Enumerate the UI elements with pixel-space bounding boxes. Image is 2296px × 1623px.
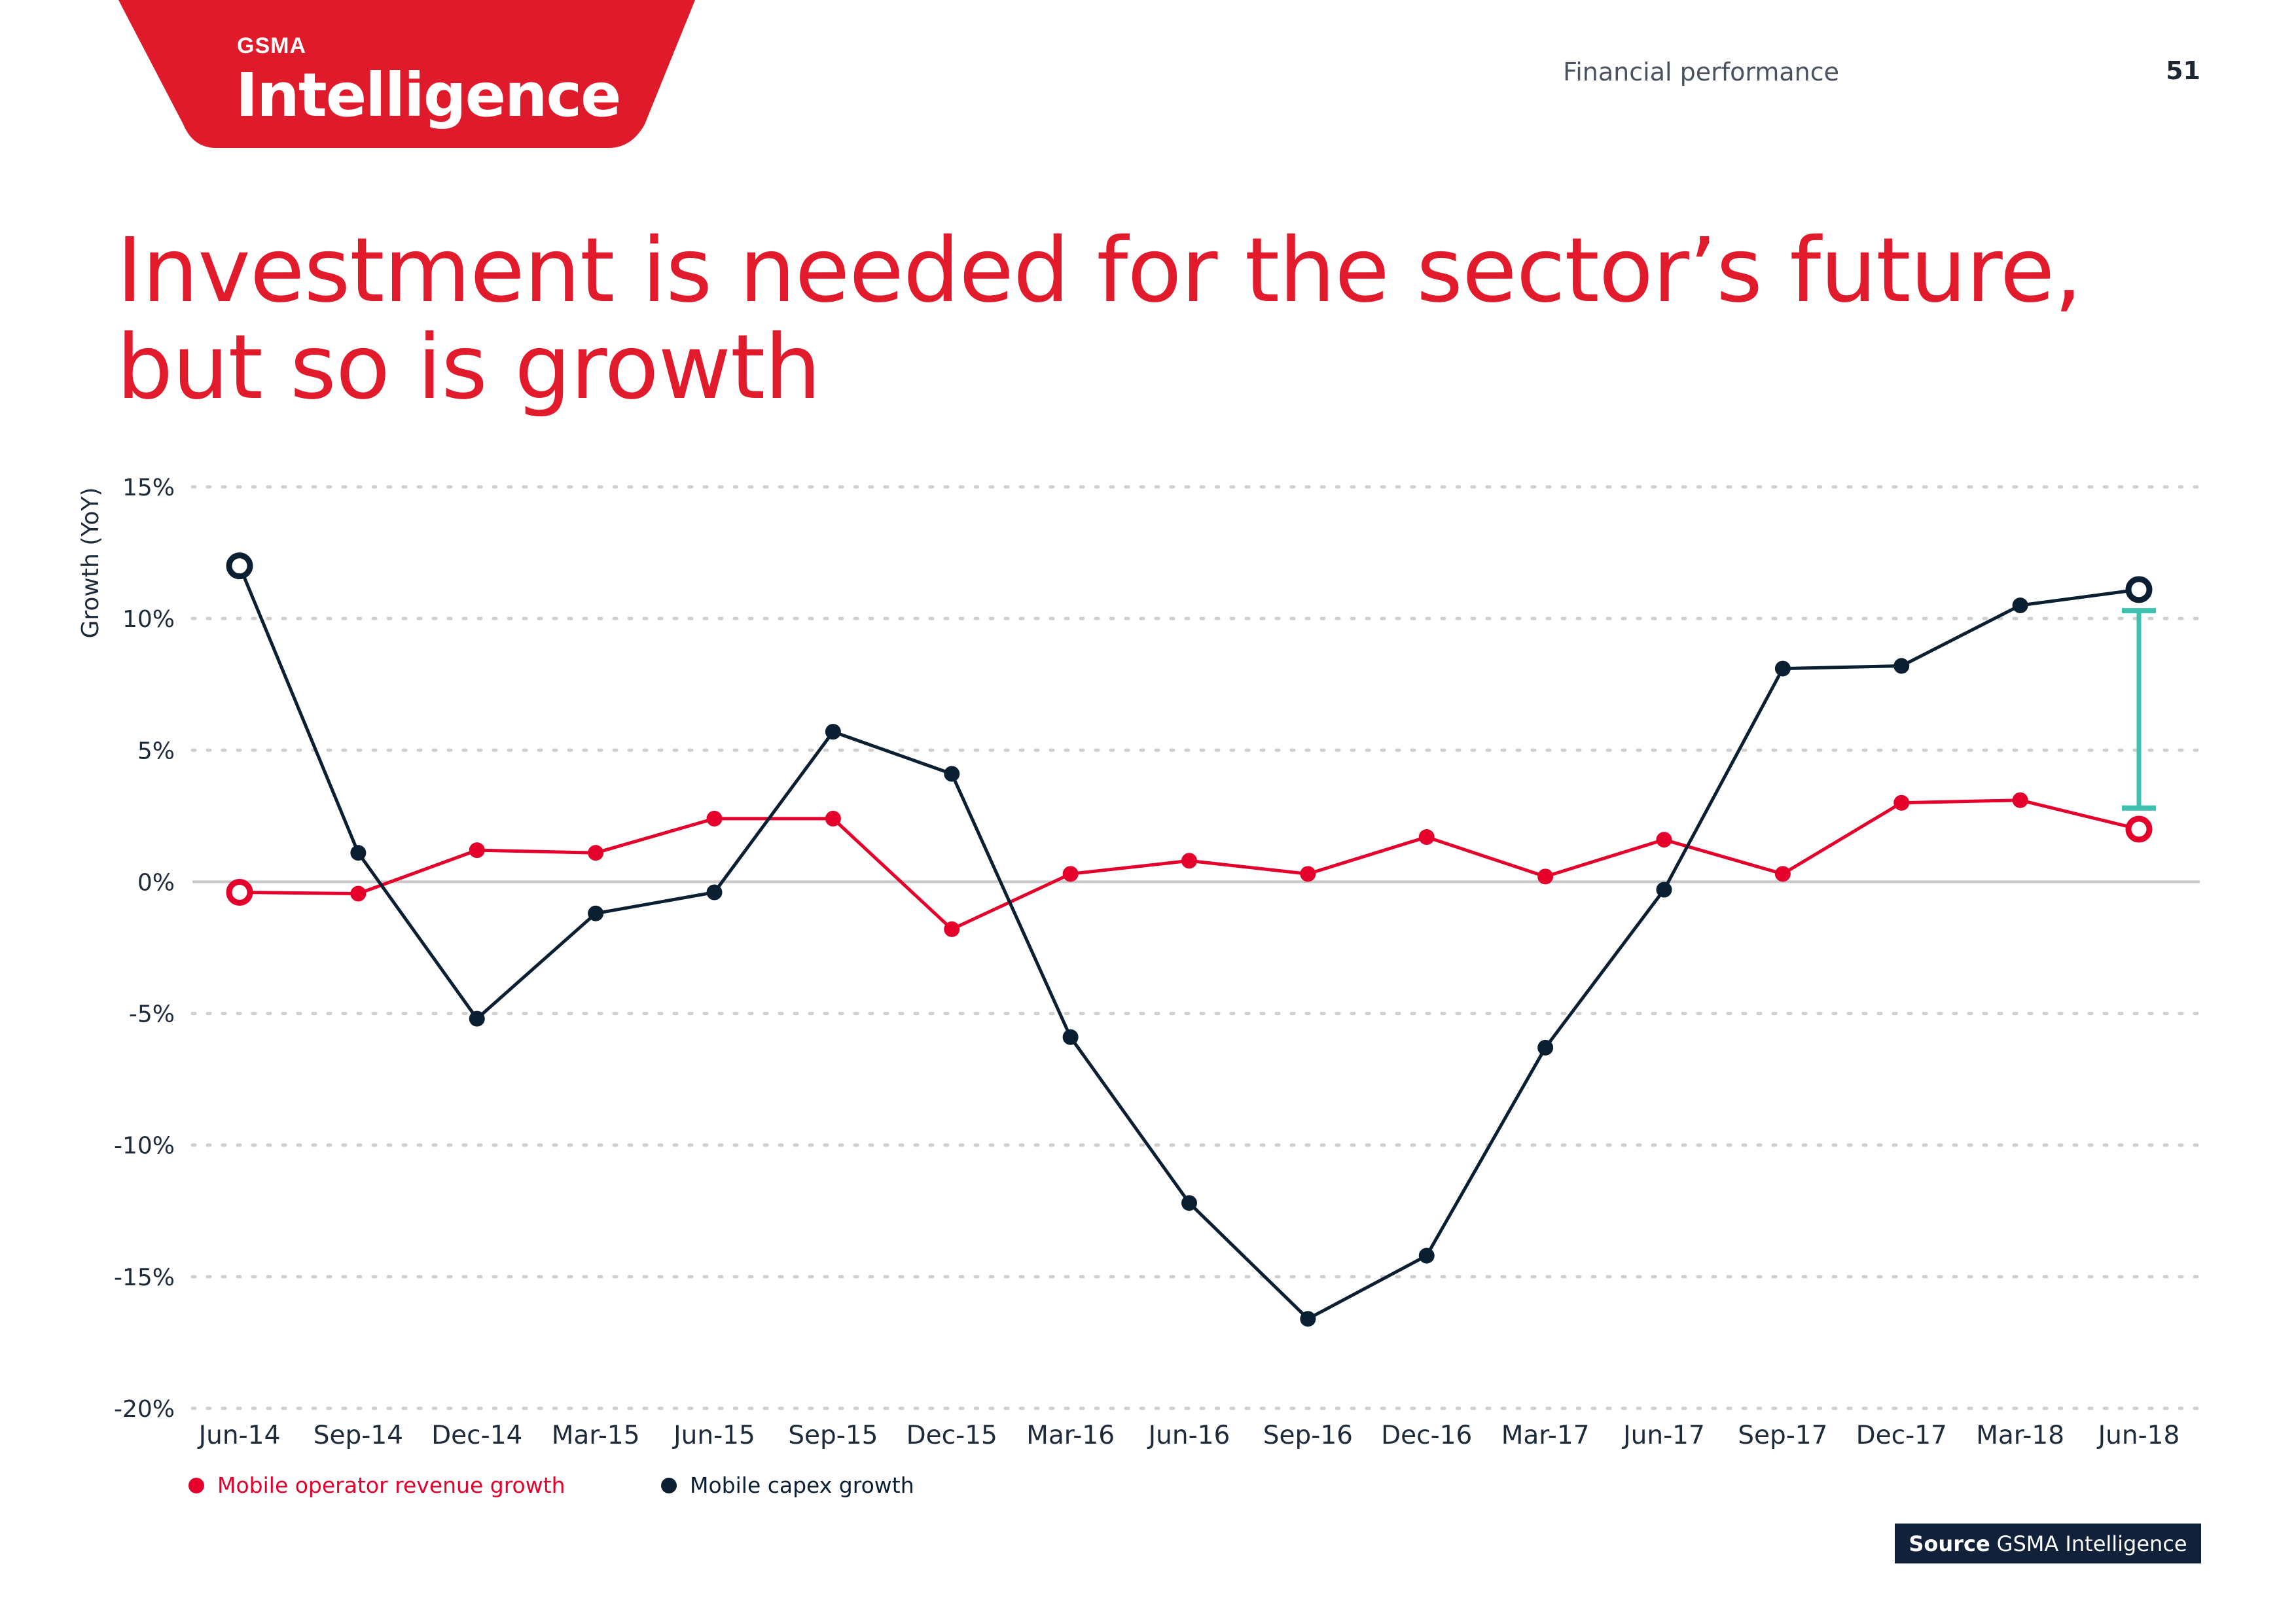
endpoint-marker [2125,576,2153,603]
logo-gsma-text: GSMA [237,33,306,58]
data-point [350,885,367,902]
series-capex [226,552,2153,1327]
data-point [588,905,604,921]
source-text: GSMA Intelligence [1996,1531,2187,1556]
data-point [1537,1039,1554,1056]
x-tick-label: Jun-18 [2096,1421,2180,1450]
legend-item-capex: Mobile capex growth [661,1472,914,1499]
data-point [1062,1029,1079,1045]
section-name: Financial performance [1563,58,1839,86]
source-box: Source GSMA Intelligence [1895,1524,2201,1563]
y-tick-labels: -20% -15% -10% -5% 0% 5% 10% 15% [114,474,175,1423]
x-tick-label: Sep-17 [1738,1421,1827,1450]
title-line-2: but so is growth [117,316,821,419]
legend-dot-capex [661,1478,677,1493]
gsma-logo-banner [118,0,695,148]
x-tick-label: Mar-18 [1976,1421,2064,1450]
endpoint-marker [226,879,253,906]
x-tick-label: Jun-15 [672,1421,755,1450]
y-tick-label: -5% [129,1001,175,1028]
legend-item-revenue: Mobile operator revenue growth [188,1472,565,1499]
x-tick-label: Jun-14 [197,1421,281,1450]
data-point [2012,792,2028,808]
y-axis-title: Growth (YoY) [77,487,104,638]
page-number: 51 [2166,56,2200,85]
x-tick-label: Dec-17 [1856,1421,1947,1450]
x-tick-label: Dec-14 [431,1421,522,1450]
data-point [1537,868,1554,885]
x-tick-label: Jun-17 [1621,1421,1705,1450]
x-tick-label: Dec-15 [906,1421,997,1450]
data-point [825,724,841,740]
data-point [1656,832,1672,848]
data-point [469,1010,485,1027]
data-point [2012,597,2028,614]
data-point [944,921,960,937]
data-point [1062,866,1079,882]
endpoint-marker [2125,815,2153,843]
y-tick-label: 10% [122,606,175,633]
data-point [1300,866,1316,882]
x-tick-label: Jun-16 [1147,1421,1230,1450]
x-tick-label: Sep-14 [314,1421,403,1450]
x-tick-label: Dec-16 [1381,1421,1472,1450]
legend-label-capex: Mobile capex growth [690,1472,914,1498]
x-tick-label: Mar-15 [552,1421,640,1450]
legend-label-revenue: Mobile operator revenue growth [217,1472,565,1498]
data-point [825,810,841,827]
data-point [944,766,960,782]
grid-lines [190,485,2202,1410]
y-tick-label: 5% [137,738,175,764]
data-point [1893,658,1910,674]
y-tick-label: -15% [114,1264,175,1291]
x-tick-label: Sep-16 [1263,1421,1353,1450]
data-point [588,845,604,861]
y-tick-label: -20% [114,1396,175,1423]
y-tick-label: -10% [114,1133,175,1160]
logo-intelligence-text: Intelligence [236,60,621,130]
x-tick-labels: Jun-14 Sep-14 Dec-14 Mar-15 Jun-15 Sep-15 Dec-… [197,1421,2180,1450]
y-tick-label: 15% [122,474,175,501]
data-point [1656,882,1672,898]
data-point [706,884,723,901]
data-point [1774,660,1791,677]
data-point [1181,853,1197,869]
data-point [1774,866,1791,882]
data-point [1181,1195,1197,1211]
legend-dot-revenue [188,1478,204,1493]
data-point [1893,794,1910,811]
gap-annotation [2122,608,2156,811]
data-point [469,842,485,859]
endpoint-marker [226,552,253,580]
source-label: Source [1909,1531,1990,1556]
x-tick-label: Mar-16 [1026,1421,1115,1450]
y-tick-label: 0% [137,869,175,896]
data-point [1300,1311,1316,1327]
series-revenue [226,792,2153,937]
data-point [706,810,723,827]
data-point [350,845,367,861]
x-tick-label: Mar-17 [1501,1421,1590,1450]
data-point [1418,1247,1435,1264]
page-title: Investment is needed for the sector’s fu… [117,223,2083,419]
x-tick-label: Sep-15 [788,1421,878,1450]
data-point [1418,829,1435,846]
series-lines [226,552,2153,1327]
title-line-1: Investment is needed for the sector’s fu… [117,219,2083,323]
